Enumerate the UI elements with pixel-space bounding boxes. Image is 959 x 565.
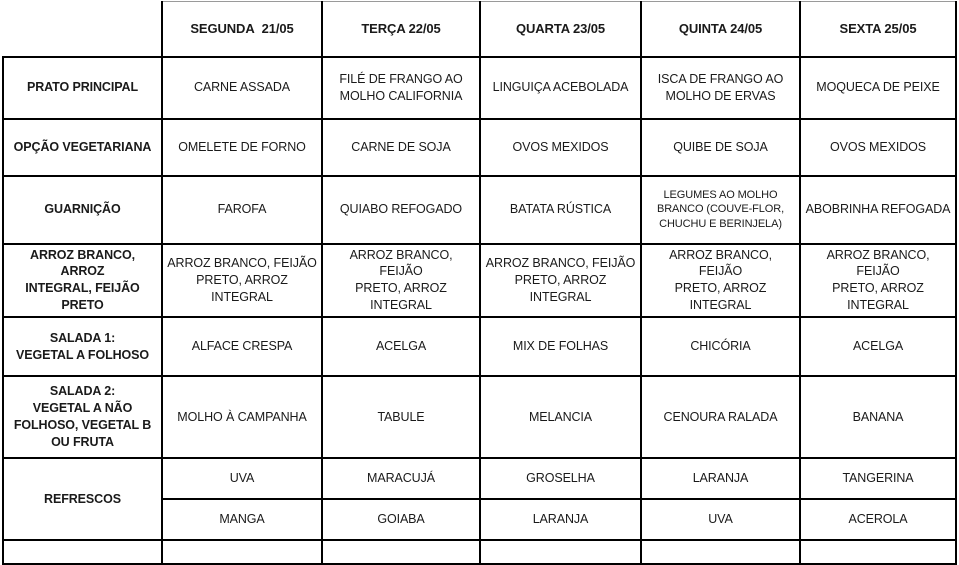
menu-cell: OVOS MEXIDOS bbox=[799, 117, 957, 177]
menu-cell: OMELETE DE FORNO bbox=[161, 117, 323, 177]
menu-cell: CARNE DE SOJA bbox=[321, 117, 481, 177]
menu-cell: CARNE ASSADA bbox=[161, 55, 323, 120]
row-opcao-vegetariana: OPÇÃO VEGETARIANA OMELETE DE FORNO CARNE… bbox=[2, 117, 957, 177]
menu-cell: QUIBE DE SOJA bbox=[640, 117, 801, 177]
empty-cell bbox=[321, 539, 481, 565]
row-prato-principal: PRATO PRINCIPAL CARNE ASSADA FILÉ DE FRA… bbox=[2, 55, 957, 120]
row-guarnicao: GUARNIÇÃO FAROFA QUIABO REFOGADO BATATA … bbox=[2, 174, 957, 245]
menu-cell: UVA bbox=[640, 498, 801, 541]
day-header-segunda: SEGUNDA 21/05 bbox=[161, 1, 323, 58]
menu-cell: MIX DE FOLHAS bbox=[479, 316, 642, 377]
menu-cell: ALFACE CRESPA bbox=[161, 316, 323, 377]
menu-cell: FAROFA bbox=[161, 174, 323, 245]
row-arroz-feijao: ARROZ BRANCO, ARROZ INTEGRAL, FEIJÃO PRE… bbox=[2, 242, 957, 318]
empty-cell bbox=[799, 539, 957, 565]
menu-cell: BANANA bbox=[799, 375, 957, 459]
empty-cell bbox=[161, 539, 323, 565]
header-row: SEGUNDA 21/05 TERÇA 22/05 QUARTA 23/05 Q… bbox=[3, 1, 957, 58]
menu-cell: MANGA bbox=[161, 498, 323, 541]
row-label-refrescos: REFRESCOS bbox=[2, 457, 163, 541]
menu-cell: LINGUIÇA ACEBOLADA bbox=[479, 55, 642, 120]
row-salada-2: SALADA 2: VEGETAL A NÃO FOLHOSO, VEGETAL… bbox=[2, 375, 957, 459]
menu-cell: ARROZ BRANCO, FEIJÃO PRETO, ARROZ INTEGR… bbox=[321, 242, 481, 318]
row-clipped-bottom bbox=[2, 539, 957, 565]
menu-cell: LARANJA bbox=[640, 457, 801, 500]
menu-cell: OVOS MEXIDOS bbox=[479, 117, 642, 177]
row-label-salada-1: SALADA 1: VEGETAL A FOLHOSO bbox=[2, 316, 163, 377]
row-label-salada-2: SALADA 2: VEGETAL A NÃO FOLHOSO, VEGETAL… bbox=[2, 375, 163, 459]
menu-cell: ACEROLA bbox=[799, 498, 957, 541]
menu-cell: BATATA RÚSTICA bbox=[479, 174, 642, 245]
menu-cell: TABULE bbox=[321, 375, 481, 459]
menu-cell: ACELGA bbox=[799, 316, 957, 377]
row-label-prato-principal: PRATO PRINCIPAL bbox=[2, 55, 163, 120]
menu-cell: ARROZ BRANCO, FEIJÃO PRETO, ARROZ INTEGR… bbox=[640, 242, 801, 318]
menu-cell: GROSELHA bbox=[479, 457, 642, 500]
menu-cell: TANGERINA bbox=[799, 457, 957, 500]
empty-cell bbox=[479, 539, 642, 565]
menu-cell: ISCA DE FRANGO AO MOLHO DE ERVAS bbox=[640, 55, 801, 120]
day-header-sexta: SEXTA 25/05 bbox=[799, 1, 957, 58]
menu-cell: FILÉ DE FRANGO AO MOLHO CALIFORNIA bbox=[321, 55, 481, 120]
empty-cell bbox=[2, 539, 163, 565]
menu-cell: LEGUMES AO MOLHO BRANCO (COUVE-FLOR, CHU… bbox=[640, 174, 801, 245]
menu-cell: CHICÓRIA bbox=[640, 316, 801, 377]
menu-cell: MOQUECA DE PEIXE bbox=[799, 55, 957, 120]
menu-cell: ACELGA bbox=[321, 316, 481, 377]
menu-cell: MARACUJÁ bbox=[321, 457, 481, 500]
menu-cell: ARROZ BRANCO, FEIJÃO PRETO, ARROZ INTEGR… bbox=[161, 242, 323, 318]
row-salada-1: SALADA 1: VEGETAL A FOLHOSO ALFACE CRESP… bbox=[2, 316, 957, 377]
menu-cell: ARROZ BRANCO, FEIJÃO PRETO, ARROZ INTEGR… bbox=[799, 242, 957, 318]
menu-cell: QUIABO REFOGADO bbox=[321, 174, 481, 245]
menu-cell: ABOBRINHA REFOGADA bbox=[799, 174, 957, 245]
empty-cell bbox=[640, 539, 801, 565]
menu-cell: CENOURA RALADA bbox=[640, 375, 801, 459]
row-label-guarnicao: GUARNIÇÃO bbox=[2, 174, 163, 245]
row-refrescos-1: REFRESCOS UVA MARACUJÁ GROSELHA LARANJA … bbox=[2, 457, 957, 541]
menu-cell: GOIABA bbox=[321, 498, 481, 541]
day-header-quinta: QUINTA 24/05 bbox=[640, 1, 801, 58]
menu-cell: ARROZ BRANCO, FEIJÃO PRETO, ARROZ INTEGR… bbox=[479, 242, 642, 318]
menu-cell: LARANJA bbox=[479, 498, 642, 541]
row-refrescos-2: MANGA GOIABA LARANJA UVA ACEROLA bbox=[3, 498, 957, 541]
day-header-terca: TERÇA 22/05 bbox=[321, 1, 481, 58]
row-label-arroz-feijao: ARROZ BRANCO, ARROZ INTEGRAL, FEIJÃO PRE… bbox=[2, 242, 163, 318]
corner-cell bbox=[3, 1, 163, 58]
menu-cell: MOLHO À CAMPANHA bbox=[161, 375, 323, 459]
row-label-opcao-vegetariana: OPÇÃO VEGETARIANA bbox=[2, 117, 163, 177]
menu-cell: MELANCIA bbox=[479, 375, 642, 459]
menu-cell: UVA bbox=[161, 457, 323, 500]
day-header-quarta: QUARTA 23/05 bbox=[479, 1, 642, 58]
